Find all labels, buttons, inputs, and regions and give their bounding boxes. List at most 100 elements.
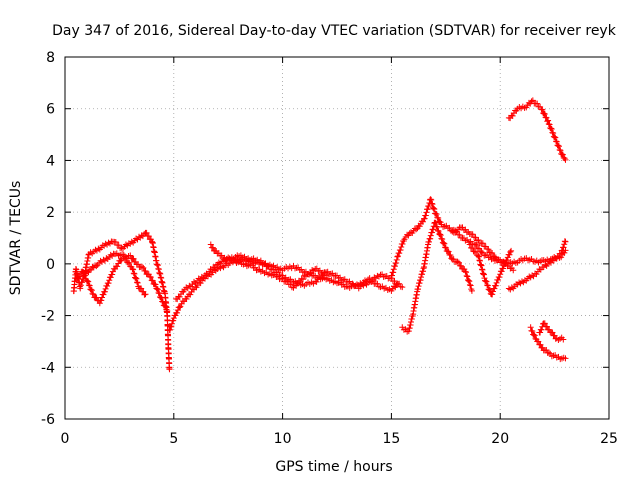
data-point	[549, 129, 556, 136]
x-tick-label: 15	[382, 431, 400, 447]
data-point	[498, 268, 505, 275]
data-point	[463, 269, 470, 276]
data-point	[425, 238, 432, 245]
data-point	[155, 289, 162, 296]
data-point	[135, 261, 142, 268]
data-point	[546, 121, 553, 128]
data-point	[481, 277, 488, 284]
data-point	[77, 282, 84, 289]
data-point	[439, 236, 446, 243]
data-point	[85, 278, 92, 285]
data-point	[142, 268, 149, 275]
data-point	[433, 223, 440, 230]
data-point	[142, 291, 149, 298]
data-point	[118, 244, 125, 251]
data-point	[130, 255, 137, 262]
data-point	[128, 238, 135, 245]
data-point	[425, 203, 432, 210]
data-point	[84, 278, 91, 285]
data-point	[391, 263, 398, 270]
data-point	[174, 309, 181, 316]
data-point	[149, 277, 156, 284]
data-point	[100, 291, 107, 298]
data-point	[456, 231, 463, 238]
data-point	[139, 263, 146, 270]
data-point	[486, 286, 493, 293]
data-point	[87, 286, 94, 293]
data-point	[117, 257, 124, 264]
data-point	[455, 259, 462, 266]
data-point	[462, 268, 469, 275]
data-point	[472, 248, 479, 255]
data-point	[177, 303, 184, 310]
data-point	[154, 285, 161, 292]
data-point	[298, 275, 305, 282]
data-point	[79, 279, 86, 286]
data-point	[463, 272, 470, 279]
data-point	[538, 326, 545, 333]
data-point	[534, 100, 541, 107]
data-point	[164, 308, 171, 314]
data-point	[450, 256, 457, 263]
data-point	[529, 328, 536, 335]
data-point	[476, 257, 483, 264]
data-point	[483, 278, 490, 285]
data-point	[419, 271, 426, 278]
x-tick-label: 25	[600, 431, 618, 447]
data-point	[421, 215, 428, 222]
data-point	[445, 248, 452, 255]
data-point	[429, 201, 436, 208]
data-point	[477, 262, 484, 269]
data-point	[554, 142, 561, 149]
data-point	[430, 226, 437, 233]
data-point	[413, 226, 420, 233]
data-point	[458, 262, 465, 269]
data-point	[101, 288, 108, 295]
data-point	[96, 300, 103, 307]
data-point	[434, 227, 441, 234]
data-point	[527, 324, 534, 331]
data-point	[420, 268, 427, 275]
data-point	[541, 110, 548, 117]
data-point	[478, 249, 485, 256]
data-point	[423, 209, 430, 216]
data-point	[545, 120, 552, 127]
data-point	[531, 332, 538, 339]
data-point	[504, 257, 510, 264]
data-point	[545, 117, 552, 124]
data-point	[549, 329, 556, 336]
data-point	[553, 138, 560, 145]
data-point	[112, 238, 119, 245]
data-point	[132, 275, 139, 282]
data-point	[407, 229, 414, 236]
data-point	[547, 125, 554, 132]
data-point	[427, 232, 434, 239]
data-point	[415, 283, 422, 290]
data-point	[85, 282, 92, 289]
data-point	[548, 126, 555, 133]
data-point	[300, 276, 306, 283]
data-point	[537, 329, 544, 336]
data-point	[547, 125, 554, 132]
data-point	[122, 241, 129, 248]
data-point	[145, 233, 152, 240]
y-tick-label: -2	[41, 309, 55, 325]
data-point	[551, 134, 558, 141]
data-point	[105, 239, 112, 246]
data-point	[98, 294, 105, 301]
data-point	[535, 338, 542, 345]
data-point	[115, 242, 122, 249]
data-points	[70, 97, 569, 373]
data-point	[436, 231, 443, 238]
data-point	[321, 269, 328, 276]
data-point	[562, 355, 569, 362]
data-point	[90, 291, 97, 298]
data-point	[466, 241, 473, 248]
x-tick-label: 5	[169, 431, 178, 447]
data-point	[95, 245, 102, 252]
data-point	[396, 250, 403, 257]
data-point	[354, 282, 361, 289]
data-point	[102, 285, 109, 292]
data-point	[464, 277, 471, 284]
data-point	[454, 258, 461, 265]
